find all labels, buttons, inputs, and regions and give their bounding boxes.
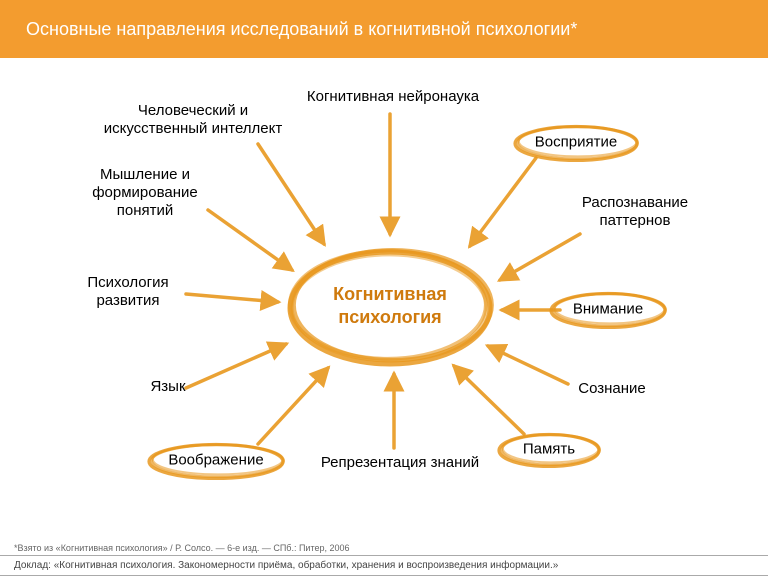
concept-node: Язык	[138, 378, 198, 396]
slide-header: Основные направления исследований в когн…	[0, 0, 768, 58]
concept-label: Восприятие	[512, 134, 640, 151]
footer: *Взято из «Когнитивная психология» / Р. …	[0, 541, 768, 576]
concept-label: Воображение	[146, 452, 286, 469]
concept-node-circled: Внимание	[548, 289, 668, 329]
footnote: *Взято из «Когнитивная психология» / Р. …	[0, 541, 768, 555]
center-concept: Когнитивная психология	[284, 244, 496, 368]
concept-label: Память	[496, 441, 602, 458]
concept-node: Человеческий иискусственный интеллект	[88, 102, 298, 138]
center-label: Когнитивная психология	[333, 283, 447, 330]
concept-node: Сознание	[562, 380, 662, 398]
concept-node: Психологияразвития	[68, 274, 188, 310]
concept-node-circled: Восприятие	[512, 122, 640, 162]
concept-node: Распознаваниепаттернов	[560, 194, 710, 230]
slide-title: Основные направления исследований в когн…	[26, 19, 577, 40]
concept-node: Репрезентация знаний	[300, 454, 500, 472]
center-label-line1: Когнитивная	[333, 284, 447, 304]
concept-label: Внимание	[548, 301, 668, 318]
concept-node-circled: Воображение	[146, 440, 286, 480]
concept-node: Мышление иформированиепонятий	[70, 166, 220, 220]
concept-node-circled: Память	[496, 430, 602, 468]
concept-node: Когнитивная нейронаука	[288, 88, 498, 106]
center-label-line2: психология	[338, 307, 441, 327]
footer-bar: Доклад: «Когнитивная психология. Законом…	[0, 555, 768, 576]
diagram-canvas: Когнитивная психология Когнитивная нейро…	[0, 58, 768, 538]
